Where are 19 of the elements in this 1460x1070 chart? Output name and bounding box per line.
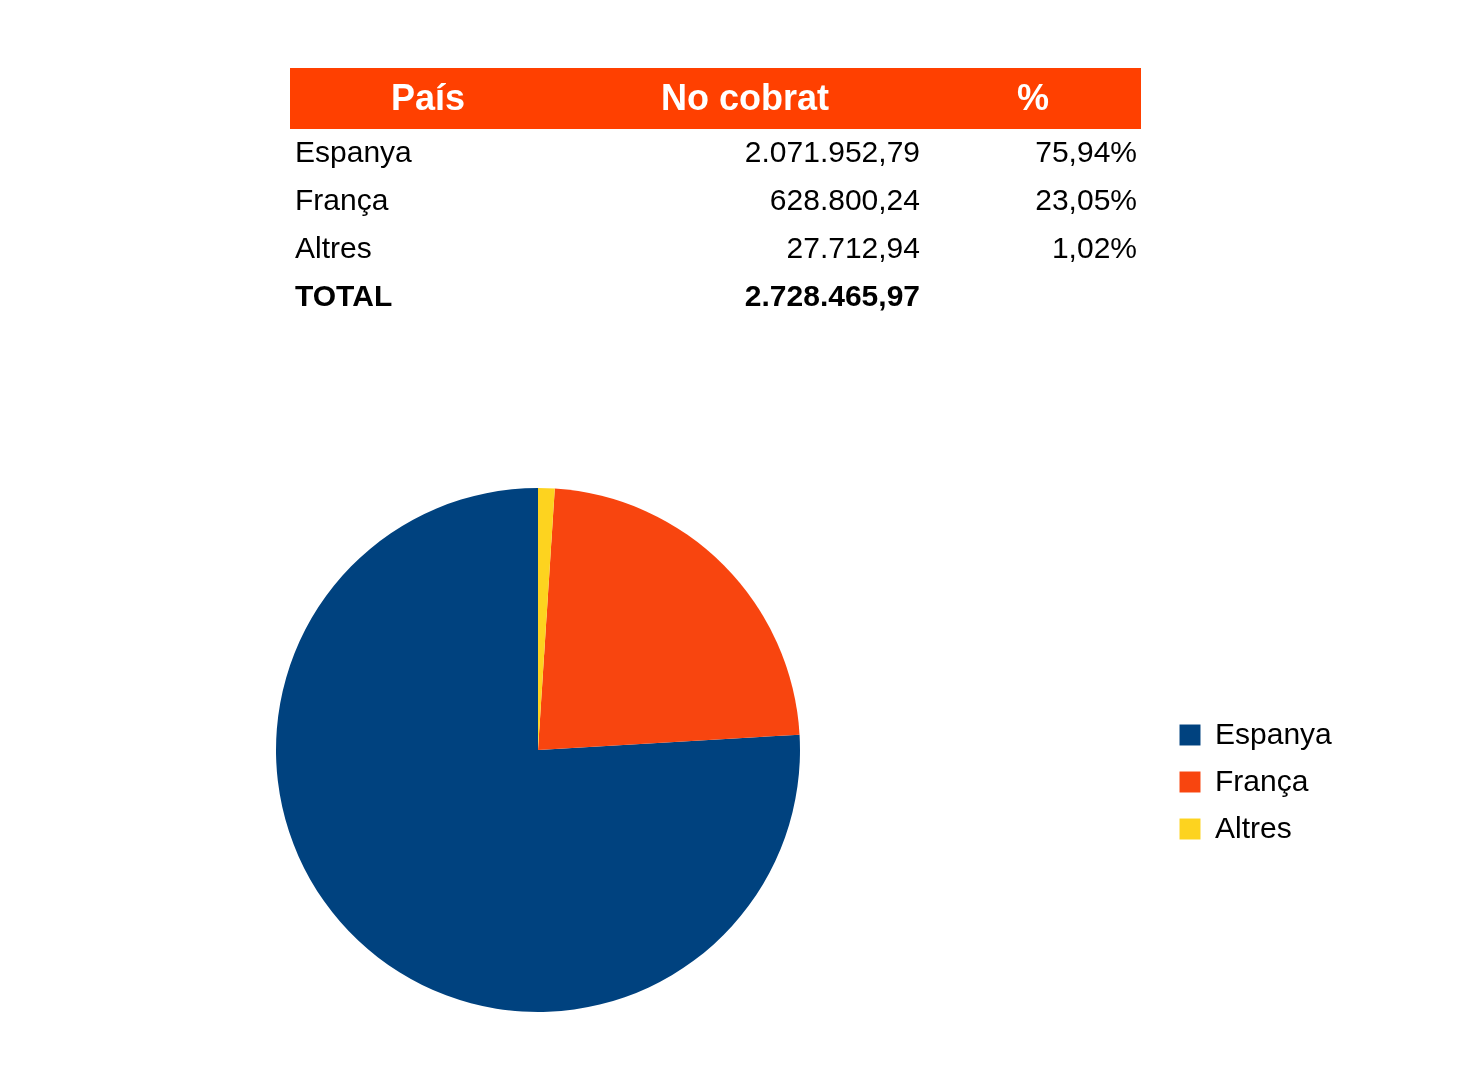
category-label: Altres — [295, 231, 372, 264]
text: 2.071.952,79 — [744, 135, 920, 168]
text: % — [1016, 76, 1050, 118]
text: 23,05% — [1035, 183, 1137, 216]
category-label: França — [295, 183, 389, 216]
text: No cobrat — [660, 76, 830, 118]
text: País — [390, 76, 466, 118]
pie-slice — [538, 488, 800, 750]
text: 75,94% — [1035, 135, 1137, 168]
text: 628.800,24 — [769, 183, 920, 216]
legend-label: Espanya — [1215, 717, 1333, 750]
category-label: Espanya — [295, 135, 412, 168]
legend-label: França — [1215, 764, 1309, 797]
text: 1,02% — [1051, 231, 1137, 264]
text: TOTAL — [295, 279, 393, 312]
pie-slice — [276, 488, 800, 1012]
text: 27.712,94 — [786, 231, 920, 264]
text: 2.728.465,97 — [744, 279, 920, 312]
legend-label: Altres — [1215, 811, 1292, 844]
